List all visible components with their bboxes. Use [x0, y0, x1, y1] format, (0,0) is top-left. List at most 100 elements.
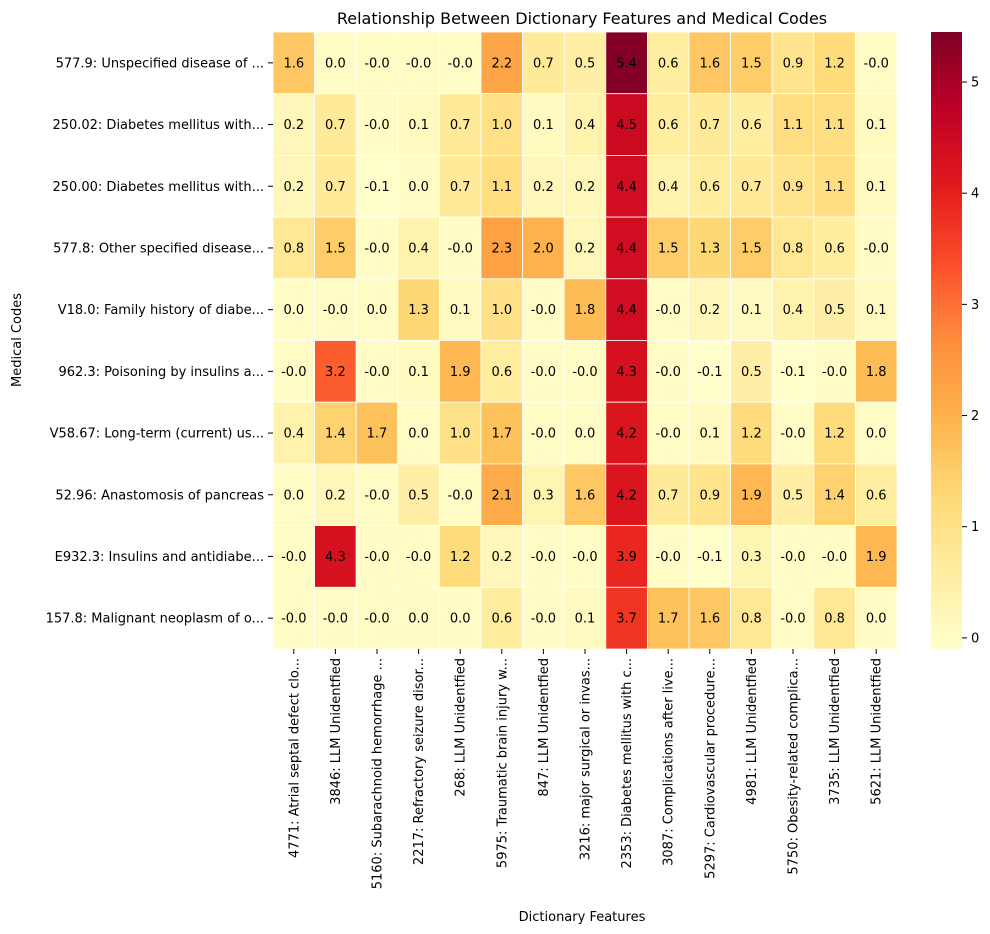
heatmap-cell: [647, 216, 690, 280]
heatmap-cell: [355, 93, 399, 156]
column-label: 2217: Refractory seizure disor...: [412, 658, 427, 865]
heatmap-cell: [563, 340, 607, 403]
cell-value-label: -0.0: [656, 550, 681, 565]
y-axis-title: Medical Codes: [10, 293, 25, 387]
cell-value-label: -0.0: [323, 612, 348, 627]
column-label: 5160: Subarachnoid hemorrhage ...: [371, 658, 386, 889]
column-label: 5750: Obesity-related complica...: [787, 658, 802, 875]
cell-value-label: 1.8: [866, 365, 887, 380]
colorbar-tick-label: 3: [971, 298, 979, 313]
cell-value-label: 1.5: [325, 241, 346, 256]
cell-value-label: -0.1: [780, 365, 805, 380]
heatmap-cell: [647, 154, 690, 218]
heatmap-cell: [813, 93, 856, 156]
column-label: 5297: Cardiovascular procedure...: [703, 658, 718, 879]
heatmap-cell: [605, 216, 648, 280]
cell-value-label: 0.6: [658, 56, 679, 71]
cell-value-label: 0.0: [408, 427, 429, 442]
cell-value-label: 1.9: [741, 488, 762, 503]
cell-value-label: 0.6: [866, 488, 887, 503]
heatmap-cell: [438, 463, 482, 526]
column-label: 3087: Complications after live...: [662, 658, 677, 866]
heatmap-cell: [855, 278, 898, 341]
cell-value-label: 0.2: [699, 303, 720, 318]
cell-value-label: -0.0: [364, 241, 389, 256]
cell-value-label: 0.0: [367, 303, 388, 318]
heatmap-cell: [647, 525, 690, 588]
heatmap-cell: [480, 154, 523, 218]
heatmap-cell: [480, 340, 523, 403]
cell-value-label: 1.4: [824, 488, 845, 503]
heatmap-cell: [355, 525, 399, 588]
cell-value-label: -0.0: [656, 365, 681, 380]
heatmap-cell: [397, 93, 440, 156]
column-label: 5621: LLM Unidentfied: [870, 658, 885, 805]
cell-value-label: 1.3: [699, 241, 720, 256]
heatmap-cell: [522, 278, 565, 341]
cell-value-label: 1.0: [450, 427, 471, 442]
row-labels: 577.9: Unspecified disease of ... 250.02:…: [46, 56, 273, 627]
heatmap-cell: [563, 463, 607, 526]
cell-value-label: 1.5: [741, 56, 762, 71]
colorbar-tick-label: 4: [971, 187, 979, 202]
colorbar-ticks: 0 1 2 3 4 5: [962, 76, 979, 646]
cell-value-label: -0.0: [364, 612, 389, 627]
cell-value-label: 0.0: [408, 180, 429, 195]
heatmap-cell: [771, 463, 815, 526]
colorbar: [931, 32, 962, 649]
cell-value-label: 2.2: [491, 56, 512, 71]
cell-value-label: -0.0: [281, 365, 306, 380]
cell-value-label: 0.9: [783, 56, 804, 71]
cell-value-label: 1.9: [866, 550, 887, 565]
cell-value-label: 0.8: [741, 612, 762, 627]
cell-value-label: 0.1: [741, 303, 762, 318]
cell-value-label: 0.7: [325, 180, 346, 195]
heatmap-cell: [855, 340, 898, 403]
heatmap-cell: [522, 525, 565, 588]
cell-value-label: 1.1: [824, 180, 845, 195]
heatmap-cell: [605, 340, 648, 403]
column-label: 2353: Diabetes mellitus with c...: [620, 658, 635, 868]
column-label: 268: LLM Unidentfied: [454, 658, 469, 797]
cell-value-label: 0.5: [408, 488, 429, 503]
cell-value-label: -0.0: [656, 303, 681, 318]
cell-value-label: 0.7: [658, 488, 679, 503]
cell-value-label: 1.0: [491, 303, 512, 318]
heatmap-cell: [355, 31, 399, 95]
cell-value-label: 0.2: [575, 180, 596, 195]
cell-value-label: 1.2: [741, 427, 762, 442]
heatmap-cell: [563, 401, 607, 465]
cell-value-label: 0.7: [741, 180, 762, 195]
heatmap-cell: [647, 340, 690, 403]
column-label: 4981: LLM Unidentfied: [745, 658, 760, 805]
heatmap-cell: [771, 401, 815, 465]
heatmap-cell: [522, 154, 565, 218]
cell-value-label: -0.0: [448, 488, 473, 503]
cell-value-label: 0.9: [783, 180, 804, 195]
heatmap-cell: [730, 401, 773, 465]
heatmap-cell: [397, 586, 440, 650]
heatmap-cell: [771, 586, 815, 650]
column-label: 4771: Atrial septal defect clo...: [287, 658, 302, 858]
heatmap-cell: [397, 216, 440, 280]
cell-value-label: -0.0: [531, 427, 556, 442]
cell-value-label: 0.4: [283, 427, 304, 442]
heatmap-cell: [355, 216, 399, 280]
heatmap-cell: [438, 401, 482, 465]
cell-value-label: 0.6: [824, 241, 845, 256]
heatmap-cell: [563, 216, 607, 280]
heatmap-cell: [438, 93, 482, 156]
cell-value-label: 4.4: [616, 241, 637, 256]
heatmap-cell: [647, 278, 690, 341]
cell-value-label: 1.8: [575, 303, 596, 318]
cell-value-label: 0.4: [408, 241, 429, 256]
heatmap-cell: [771, 154, 815, 218]
cell-value-label: -0.0: [364, 56, 389, 71]
cell-value-label: -0.0: [864, 56, 889, 71]
cell-value-label: 0.2: [533, 180, 554, 195]
heatmap-cell: [272, 525, 315, 588]
cell-value-label: 0.1: [533, 118, 554, 133]
cell-value-label: 2.3: [491, 241, 512, 256]
cell-value-label: 0.9: [699, 488, 720, 503]
cell-value-label: 0.0: [325, 56, 346, 71]
